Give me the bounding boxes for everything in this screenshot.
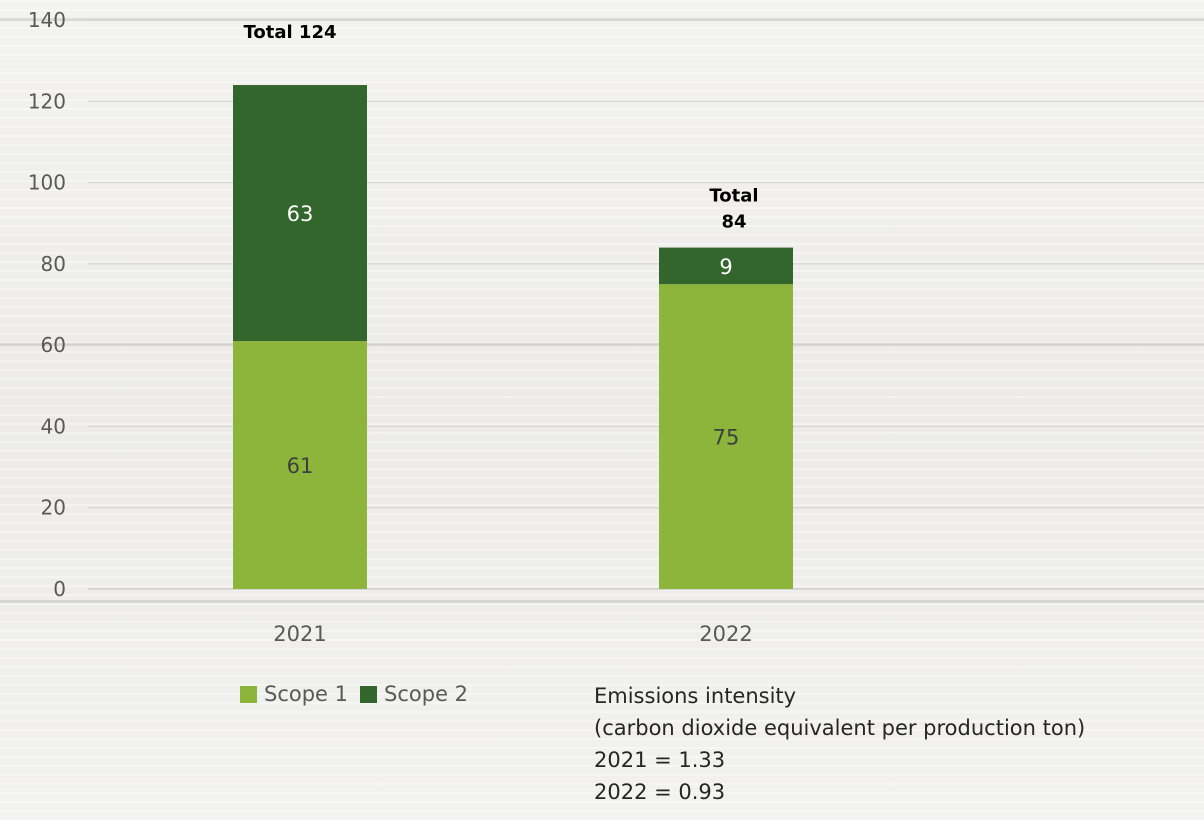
legend-label-scope-2: Scope 2 [384, 682, 469, 706]
y-tick-label: 20 [41, 496, 66, 520]
emissions-intensity-note: Emissions intensity (carbon dioxide equi… [594, 680, 1085, 808]
total-label: Total [709, 186, 758, 207]
data-label: 75 [713, 426, 740, 450]
y-tick-label: 80 [41, 252, 66, 276]
chart-legend: Scope 1 Scope 2 [240, 682, 468, 706]
x-tick-label: 2021 [273, 622, 326, 646]
bar-scope-2-2022 [659, 247, 793, 285]
legend-swatch-scope-2 [360, 685, 378, 703]
plank-seam [0, 600, 1204, 603]
y-tick-label: 40 [41, 414, 66, 438]
note-title: Emissions intensity [594, 684, 797, 708]
bar-scope-1-2022 [659, 284, 793, 589]
stacked-bar-chart: 0 20 40 60 80 100 120 140 61 63 2021 Total 124 75 9 20… [28, 8, 1204, 646]
legend-item-scope-1: Scope 1 [240, 682, 348, 706]
bar-scope-2-2021 [233, 85, 367, 342]
data-label: 9 [719, 255, 732, 279]
note-value-2021: 2021 = 1.33 [594, 748, 726, 772]
note-subtitle: (carbon dioxide equivalent per productio… [594, 716, 1086, 740]
data-label: 63 [287, 202, 314, 226]
note-value-2022: 2022 = 0.93 [594, 780, 726, 804]
y-tick-label: 60 [41, 333, 66, 357]
plank-seam [0, 343, 1204, 346]
legend-swatch-scope-1 [240, 685, 257, 703]
total-label: 84 [721, 212, 746, 233]
legend-label-scope-1: Scope 1 [264, 682, 349, 706]
y-tick-label: 100 [28, 171, 66, 195]
y-tick-label: 120 [28, 89, 66, 113]
y-tick-label: 140 [28, 8, 66, 32]
x-tick-label: 2022 [699, 622, 752, 646]
bar-scope-1-2021 [233, 341, 367, 589]
total-label: Total 124 [243, 22, 336, 43]
data-label: 61 [287, 454, 314, 478]
legend-item-scope-2: Scope 2 [360, 682, 468, 706]
y-tick-label: 0 [53, 577, 66, 601]
